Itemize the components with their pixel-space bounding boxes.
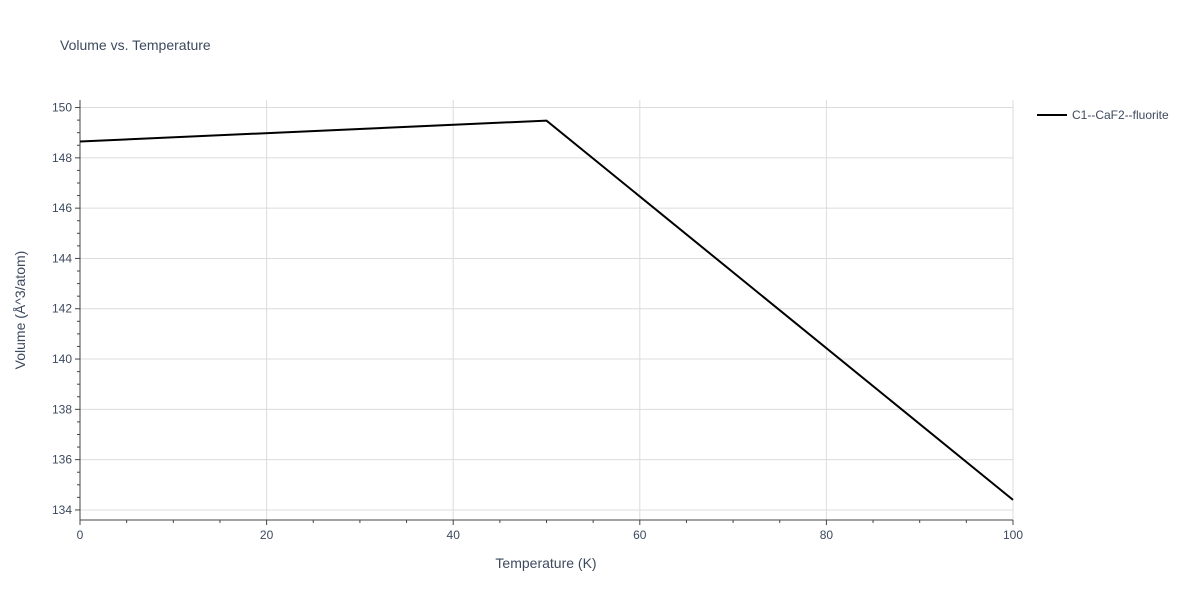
y-tick-label: 150 bbox=[52, 101, 72, 115]
y-tick-label: 134 bbox=[52, 503, 72, 517]
y-tick-label: 142 bbox=[52, 302, 72, 316]
x-tick-label: 20 bbox=[260, 528, 274, 542]
grid bbox=[79, 100, 1014, 520]
x-tick-label: 80 bbox=[820, 528, 834, 542]
y-tick-label: 136 bbox=[52, 453, 72, 467]
y-tick-label: 140 bbox=[52, 352, 72, 366]
legend[interactable]: C1--CaF2--fluorite bbox=[1037, 108, 1169, 122]
y-tick-label: 148 bbox=[52, 151, 72, 165]
y-axis-title: Volume (Å^3/atom) bbox=[12, 251, 28, 370]
y-tick-label: 138 bbox=[52, 402, 72, 416]
y-tick-label: 146 bbox=[52, 201, 72, 215]
series-line[interactable] bbox=[79, 119, 1014, 501]
x-tick-label: 60 bbox=[633, 528, 647, 542]
legend-label: C1--CaF2--fluorite bbox=[1072, 108, 1169, 122]
x-tick-label: 40 bbox=[447, 528, 461, 542]
series-layer bbox=[79, 119, 1014, 501]
x-tick-label: 100 bbox=[1003, 528, 1023, 542]
x-axis-title: Temperature (K) bbox=[495, 555, 596, 571]
x-tick-label: 0 bbox=[77, 528, 84, 542]
axes: 0 20 40 60 80 100 134 136 138 140 142 144 146 148 150 bbox=[52, 100, 1023, 542]
y-tick-label: 144 bbox=[52, 251, 72, 265]
chart-title: Volume vs. Temperature bbox=[60, 37, 211, 53]
